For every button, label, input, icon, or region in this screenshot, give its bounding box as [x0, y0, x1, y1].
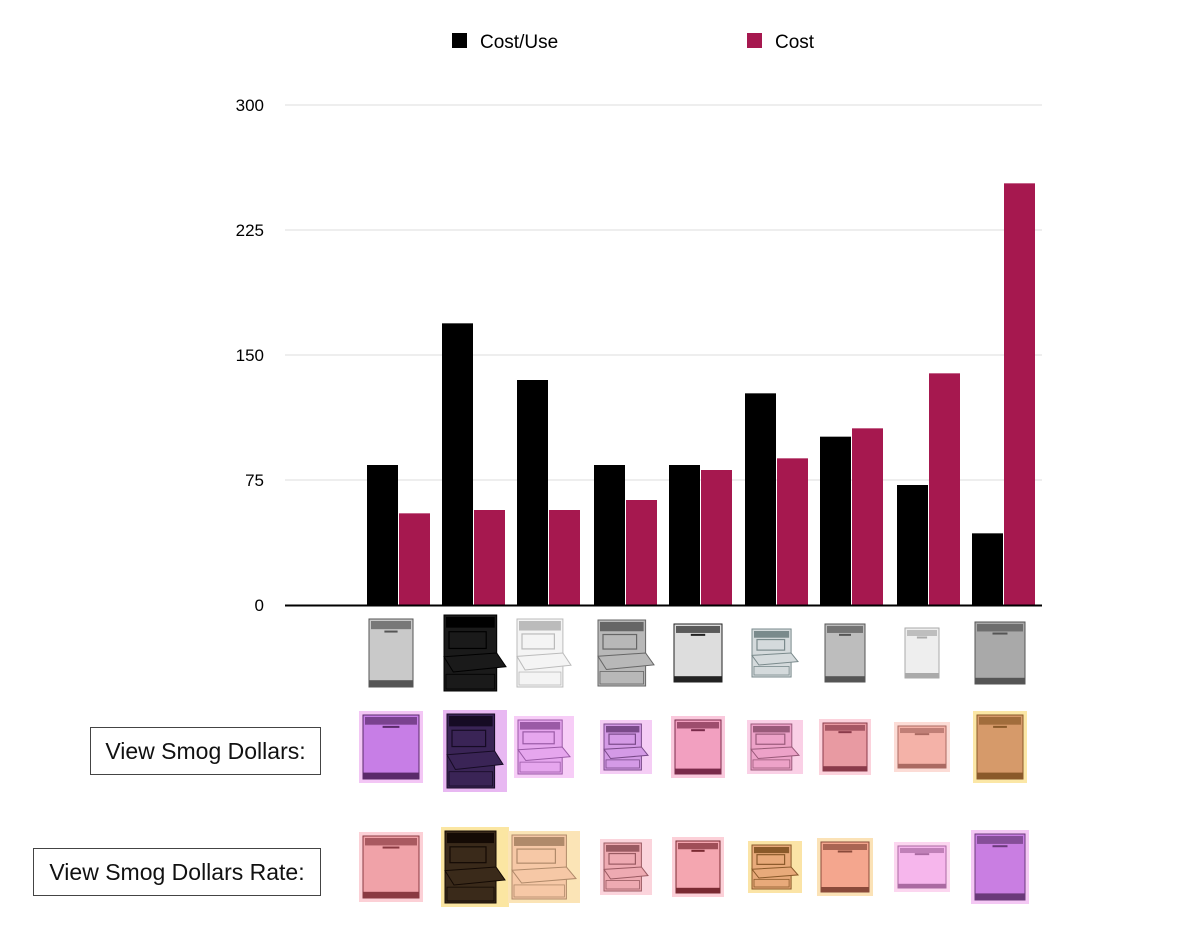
bar-cost-9 — [1004, 183, 1035, 606]
dishwasher-icon — [973, 711, 1027, 783]
bar-cost-per-use-9 — [972, 533, 1003, 605]
dishwasher-icon — [673, 623, 723, 683]
bar-cost-4 — [626, 500, 657, 605]
dishwasher-icon — [368, 618, 414, 688]
bar-cost-per-use-3 — [517, 380, 548, 605]
dishwasher-icon — [672, 837, 724, 897]
dishwasher-icon — [516, 618, 572, 688]
dishwasher-icon — [824, 623, 866, 683]
dishwasher-icon — [600, 720, 652, 774]
bar-cost-per-use-6 — [745, 393, 776, 605]
dishwasher-icon — [443, 614, 507, 692]
dishwasher-icon — [508, 831, 580, 903]
dishwasher-icon — [597, 619, 655, 687]
bar-cost-per-use-4 — [594, 465, 625, 605]
bar-cost-1 — [399, 513, 430, 605]
dishwasher-icon — [514, 716, 574, 778]
dishwasher-icon — [747, 720, 803, 774]
legend-swatch — [452, 33, 467, 48]
legend-swatch — [747, 33, 762, 48]
dishwasher-icon — [974, 621, 1026, 685]
bar-cost-6 — [777, 458, 808, 605]
dishwasher-icon — [904, 627, 940, 679]
dishwasher-icon — [971, 830, 1029, 904]
bar-cost-per-use-1 — [367, 465, 398, 605]
legend-label: Cost — [775, 32, 815, 53]
dishwasher-icon — [819, 719, 871, 775]
legend-label: Cost/Use — [480, 32, 558, 53]
bar-cost-8 — [929, 373, 960, 605]
bar-cost-7 — [852, 428, 883, 605]
dishwasher-icon — [894, 842, 950, 892]
bar-cost-5 — [701, 470, 732, 605]
dishwasher-icon — [748, 841, 802, 893]
bar-cost-3 — [549, 510, 580, 605]
bar-cost-2 — [474, 510, 505, 605]
dishwasher-icon — [359, 711, 423, 783]
view-smog-dollars-rate-button[interactable]: View Smog Dollars Rate: — [33, 848, 321, 896]
dishwasher-icon — [671, 716, 725, 778]
y-tick-label: 0 — [255, 596, 264, 615]
y-tick-label: 225 — [236, 221, 264, 240]
bar-cost-per-use-8 — [897, 485, 928, 605]
bar-cost-per-use-5 — [669, 465, 700, 605]
dishwasher-icon — [894, 722, 950, 772]
y-tick-label: 300 — [236, 96, 264, 115]
bar-cost-per-use-7 — [820, 436, 851, 605]
dishwasher-icon — [817, 838, 873, 896]
dishwasher-icon — [751, 628, 799, 678]
dishwasher-icon — [600, 839, 652, 895]
y-tick-label: 150 — [236, 346, 264, 365]
y-tick-label: 75 — [245, 471, 264, 490]
dishwasher-icon — [441, 827, 509, 907]
bar-cost-per-use-2 — [442, 323, 473, 605]
view-smog-dollars-button[interactable]: View Smog Dollars: — [90, 727, 321, 775]
dishwasher-icon — [359, 832, 423, 902]
dishwasher-icon — [443, 710, 507, 792]
